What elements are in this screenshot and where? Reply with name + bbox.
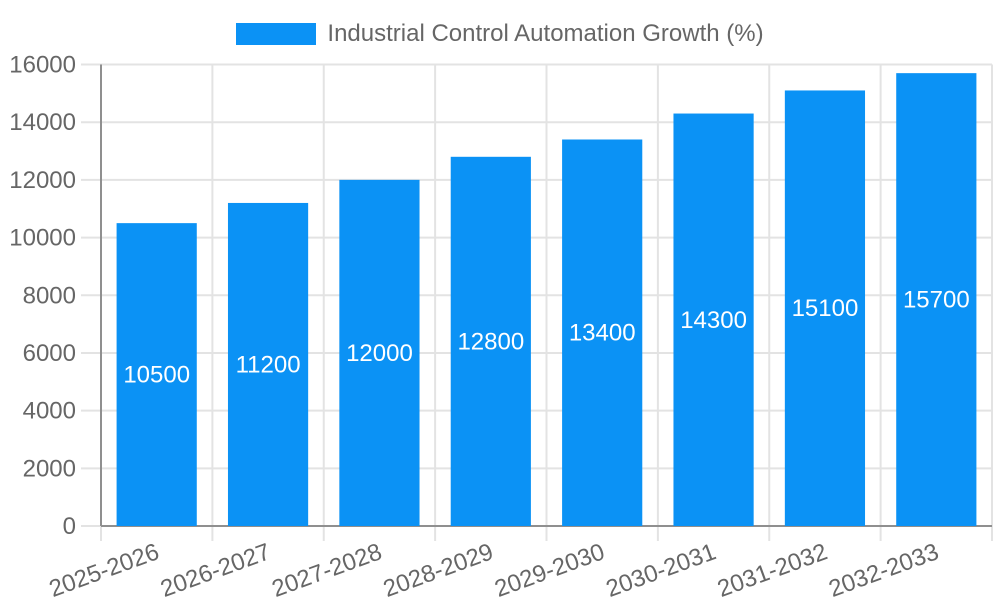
- legend-label: Industrial Control Automation Growth (%): [327, 20, 764, 47]
- bar-value-label: 12800: [457, 328, 524, 355]
- y-tick-label: 14000: [9, 109, 76, 136]
- x-tick-label: 2032-2033: [825, 538, 942, 600]
- legend-item[interactable]: Industrial Control Automation Growth (%): [236, 20, 764, 48]
- y-tick-label: 6000: [23, 340, 76, 367]
- x-tick-label: 2029-2030: [491, 538, 608, 600]
- bar[interactable]: [784, 90, 866, 526]
- bar-value-label: 15700: [903, 287, 970, 314]
- y-tick-label: 10000: [9, 225, 76, 252]
- bar[interactable]: [673, 113, 754, 527]
- bar-value-label: 12000: [346, 340, 413, 367]
- legend: Industrial Control Automation Growth (%): [0, 20, 1000, 48]
- y-tick-label: 0: [63, 513, 76, 540]
- bar[interactable]: [450, 156, 531, 527]
- x-tick-label: 2031-2032: [714, 538, 831, 600]
- bar[interactable]: [116, 223, 197, 526]
- bar-value-label: 13400: [569, 320, 636, 347]
- y-tick-label: 2000: [23, 455, 76, 482]
- y-tick-label: 16000: [9, 52, 76, 79]
- x-tick-label: 2030-2031: [603, 538, 720, 600]
- y-tick-label: 8000: [23, 282, 76, 309]
- bar[interactable]: [339, 179, 420, 526]
- bar-value-label: 14300: [680, 307, 747, 334]
- legend-swatch-icon: [236, 23, 317, 45]
- bar[interactable]: [562, 139, 643, 526]
- x-tick-label: 2028-2029: [380, 538, 497, 600]
- y-tick-label: 4000: [23, 398, 76, 425]
- x-tick-label: 2026-2027: [157, 538, 274, 600]
- bar-value-label: 11200: [236, 351, 301, 378]
- bar[interactable]: [227, 202, 309, 526]
- x-tick-label: 2025-2026: [46, 538, 163, 600]
- bar[interactable]: [896, 73, 977, 526]
- bar-value-label: 10500: [123, 362, 190, 389]
- x-tick-label: 2027-2028: [268, 538, 385, 600]
- y-tick-label: 12000: [9, 167, 76, 194]
- bar-value-label: 15100: [792, 295, 859, 322]
